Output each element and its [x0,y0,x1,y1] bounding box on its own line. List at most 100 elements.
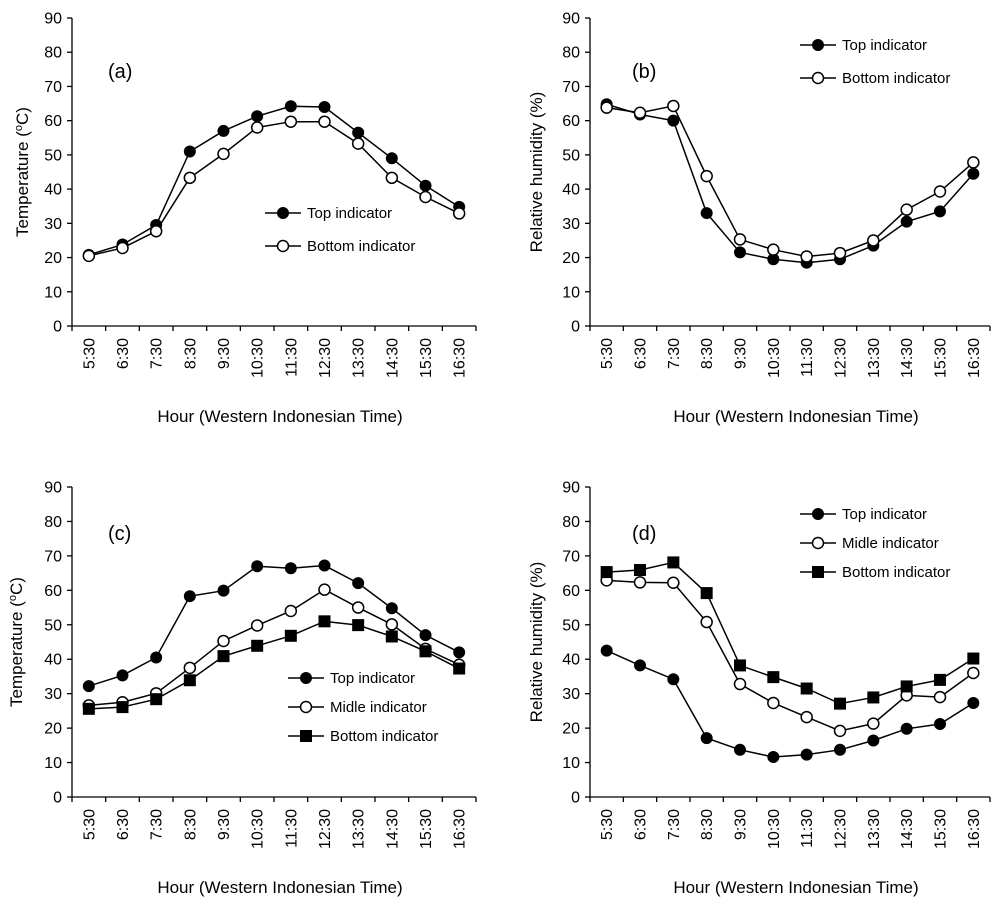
data-point [149,224,163,238]
y-axis-title-degree: o [7,595,19,601]
x-tick-label: 10:30 [766,338,783,378]
y-tick-label: 0 [53,319,62,336]
x-axis-title: Hour (Western Indonesian Time) [157,878,402,897]
legend-label: Bottom indicator [842,564,950,581]
y-tick-label: 60 [44,113,62,130]
x-tick-label: 5:30 [599,338,616,369]
y-tick-label: 10 [44,284,62,301]
panel-label: (d) [632,523,656,545]
y-tick-label: 70 [562,79,580,96]
series-line [88,120,460,257]
legend-marker [300,672,312,684]
data-point [352,126,365,139]
y-tick-label: 30 [44,216,62,233]
legend-label: Midle indicator [842,535,939,552]
data-point [667,576,680,590]
x-tick-label: 15:30 [933,809,950,849]
x-tick-label: 14:30 [384,809,401,849]
y-tick-label: 20 [44,721,62,738]
data-point [150,651,163,664]
x-tick-label: 15:30 [418,809,435,849]
y-tick-label: 70 [44,548,62,565]
x-tick-label: 12:30 [317,338,334,378]
data-point [150,693,163,706]
data-point [251,639,264,652]
y-tick-label: 90 [44,11,62,28]
x-tick-label: 6:30 [115,809,132,840]
data-point [284,115,298,128]
data-point [318,583,331,596]
data-point [634,659,646,672]
data-point [633,106,647,120]
chart-panel-2: 0 10 20 30 40 50 60 70 80 90 5:30 6:30 7:30 8:30 9:30 1… [527,11,991,426]
y-tick-label: 10 [562,284,580,301]
legend-label: Midle indicator [330,699,427,716]
data-point [284,604,298,618]
data-point [217,634,230,648]
y-tick-label: 30 [562,686,580,703]
data-point [352,577,365,590]
x-tick-label: 5:30 [599,809,616,840]
x-axis-title: Hour (Western Indonesian Time) [673,878,918,897]
y-tick-label: 50 [562,617,580,634]
data-point [967,666,980,680]
data-point [351,137,365,150]
x-tick-label: 11:30 [799,809,816,848]
legend-marker [811,536,825,550]
x-axis-title: Hour (Western Indonesian Time) [157,407,402,426]
data-point [183,661,197,675]
x-tick-label: 5:30 [81,338,98,369]
x-tick-label: 7:30 [666,809,683,840]
chart-panel-1: 0 10 20 30 40 50 60 70 80 90 5:30 6:30 7:30 8:30 9:30 1… [13,11,477,426]
data-point [251,110,264,123]
series-2 [600,574,980,738]
series-1 [600,644,980,764]
data-point [82,702,95,715]
data-point [600,644,613,657]
legend-marker [277,207,289,219]
data-point [82,680,95,693]
data-point [251,560,264,573]
x-tick-label: 8:30 [182,338,199,369]
chart-panel-3: 0 10 20 30 40 50 60 70 80 90 5:30 6:30 7:30 8:30 9:30 1… [7,480,477,897]
series-1 [600,98,980,269]
data-point [284,629,297,642]
y-tick-label: 90 [562,11,580,28]
x-tick-label: 5:30 [81,809,98,840]
data-point [667,673,680,686]
series-line [88,588,460,707]
legend: Top indicator Midle indicator Bottom indic… [800,506,950,581]
data-point [318,115,331,128]
x-tick-label: 14:30 [384,338,401,378]
x-tick-label: 7:30 [149,338,166,369]
data-point [600,101,613,114]
x-tick-label: 15:30 [933,338,950,378]
legend-label: Top indicator [842,37,927,54]
x-tick-label: 15:30 [418,338,435,378]
data-point [900,203,913,216]
data-point [934,673,946,686]
data-point [733,233,747,246]
data-point [452,207,466,220]
x-tick-label: 14:30 [899,338,916,378]
data-point [967,696,980,709]
y-tick-label: 80 [44,45,62,62]
data-point [834,697,846,710]
data-point [834,743,846,756]
legend-marker [812,508,824,520]
legend-marker [300,730,312,742]
data-point [900,680,913,693]
data-point [453,662,466,675]
x-tick-label: 13:30 [351,338,368,378]
x-tick-label: 10:30 [766,809,783,849]
data-point [217,124,230,137]
y-tick-label: 40 [562,652,580,669]
data-point [419,645,432,658]
data-point [667,99,680,113]
data-point [217,650,230,663]
y-tick-label: 90 [562,480,580,497]
data-point [800,250,813,263]
data-point [183,590,196,603]
x-tick-label: 13:30 [351,809,368,849]
data-point [867,734,880,747]
